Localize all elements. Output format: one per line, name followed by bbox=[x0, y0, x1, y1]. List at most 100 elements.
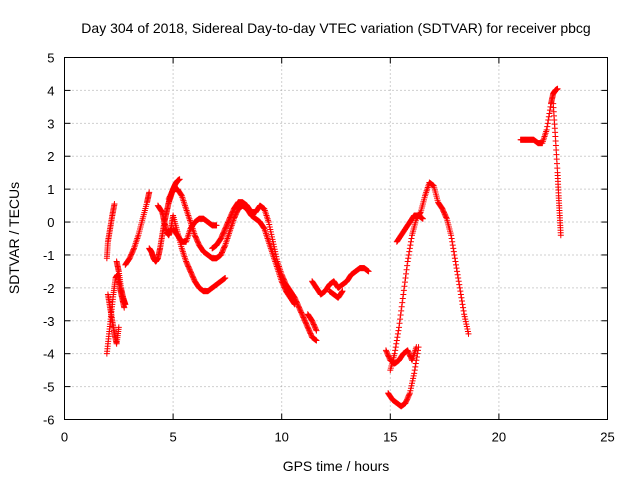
data-point bbox=[402, 274, 409, 281]
data-point bbox=[459, 301, 466, 308]
data-series bbox=[517, 85, 561, 147]
data-point bbox=[406, 391, 413, 398]
data-point bbox=[554, 85, 561, 92]
x-axis-label: GPS time / hours bbox=[283, 458, 390, 474]
data-point bbox=[339, 288, 346, 295]
data-point bbox=[408, 235, 415, 242]
data-point bbox=[545, 113, 552, 120]
x-tick-label: 5 bbox=[169, 430, 176, 445]
data-point bbox=[452, 258, 459, 265]
data-point bbox=[449, 238, 456, 245]
data-point bbox=[455, 274, 462, 281]
data-point bbox=[393, 340, 400, 347]
data-point bbox=[365, 268, 372, 275]
data-point bbox=[405, 255, 412, 262]
data-point bbox=[450, 245, 457, 252]
data-series bbox=[154, 202, 229, 295]
y-tick-label: -1 bbox=[43, 248, 55, 263]
data-point bbox=[403, 266, 410, 273]
x-tick-label: 15 bbox=[383, 430, 397, 445]
data-series bbox=[304, 311, 320, 334]
y-tick-label: 2 bbox=[47, 149, 54, 164]
data-series bbox=[326, 288, 346, 301]
grid-layer bbox=[64, 57, 608, 420]
data-point bbox=[312, 326, 319, 333]
data-point bbox=[395, 327, 402, 334]
data-point bbox=[400, 287, 407, 294]
data-point bbox=[451, 251, 458, 258]
data-point bbox=[111, 200, 118, 207]
data-point bbox=[401, 283, 408, 290]
data-series bbox=[387, 179, 472, 374]
data-point bbox=[460, 304, 467, 311]
data-point bbox=[460, 307, 467, 314]
y-tick-label: -4 bbox=[43, 347, 55, 362]
data-point bbox=[454, 268, 461, 275]
data-point bbox=[547, 103, 554, 110]
data-point bbox=[338, 288, 345, 295]
data-point bbox=[546, 110, 553, 117]
data-point bbox=[146, 189, 153, 196]
data-point bbox=[411, 370, 418, 377]
data-point bbox=[455, 278, 462, 285]
data-series bbox=[209, 199, 320, 344]
data-point bbox=[415, 344, 422, 351]
data-point bbox=[399, 299, 406, 306]
data-point bbox=[213, 222, 220, 229]
data-series bbox=[113, 258, 129, 308]
y-axis-label: SDTVAR / TECUs bbox=[6, 182, 22, 294]
data-point bbox=[398, 307, 405, 314]
data-point bbox=[443, 214, 450, 221]
data-point bbox=[394, 330, 401, 337]
data-point bbox=[413, 353, 420, 360]
y-tick-label: 5 bbox=[47, 51, 54, 66]
y-tick-label: -6 bbox=[43, 413, 55, 428]
x-tick-label: 0 bbox=[61, 430, 68, 445]
data-point bbox=[411, 367, 418, 374]
data-point bbox=[392, 344, 399, 351]
y-tick-label: -2 bbox=[43, 281, 55, 296]
data-point bbox=[406, 245, 413, 252]
data-point bbox=[456, 281, 463, 288]
data-point bbox=[397, 316, 404, 323]
data-point bbox=[130, 246, 137, 253]
data-point bbox=[557, 232, 564, 239]
y-tick-label: -3 bbox=[43, 314, 55, 329]
data-point bbox=[448, 235, 455, 242]
data-point bbox=[449, 242, 456, 249]
y-tick-label: 3 bbox=[47, 116, 54, 131]
data-point bbox=[399, 295, 406, 302]
y-tick-label: -5 bbox=[43, 380, 55, 395]
data-point bbox=[405, 251, 412, 258]
data-point bbox=[222, 274, 229, 281]
data-point bbox=[115, 324, 122, 331]
data-point bbox=[122, 301, 129, 308]
data-point bbox=[457, 288, 464, 295]
data-point bbox=[401, 279, 408, 286]
data-point bbox=[456, 284, 463, 291]
data-point bbox=[465, 330, 472, 337]
y-tick-label: 0 bbox=[47, 215, 54, 230]
data-series bbox=[550, 100, 564, 239]
data-point bbox=[398, 303, 405, 310]
data-point bbox=[407, 242, 414, 249]
data-point bbox=[543, 126, 550, 133]
data-point bbox=[414, 347, 421, 354]
x-tick-label: 10 bbox=[274, 430, 288, 445]
data-point bbox=[313, 327, 320, 334]
data-point bbox=[400, 291, 407, 298]
data-point bbox=[412, 363, 419, 370]
data-series bbox=[309, 265, 372, 298]
data-point bbox=[419, 215, 426, 222]
data-series bbox=[122, 189, 153, 268]
data-point bbox=[451, 255, 458, 262]
data-point bbox=[407, 238, 414, 245]
data-point bbox=[313, 337, 320, 344]
data-point bbox=[393, 337, 400, 344]
y-tick-label: 1 bbox=[47, 182, 54, 197]
data-point bbox=[396, 320, 403, 327]
data-point bbox=[221, 243, 228, 250]
data-series bbox=[103, 200, 118, 262]
data-point bbox=[406, 248, 413, 255]
